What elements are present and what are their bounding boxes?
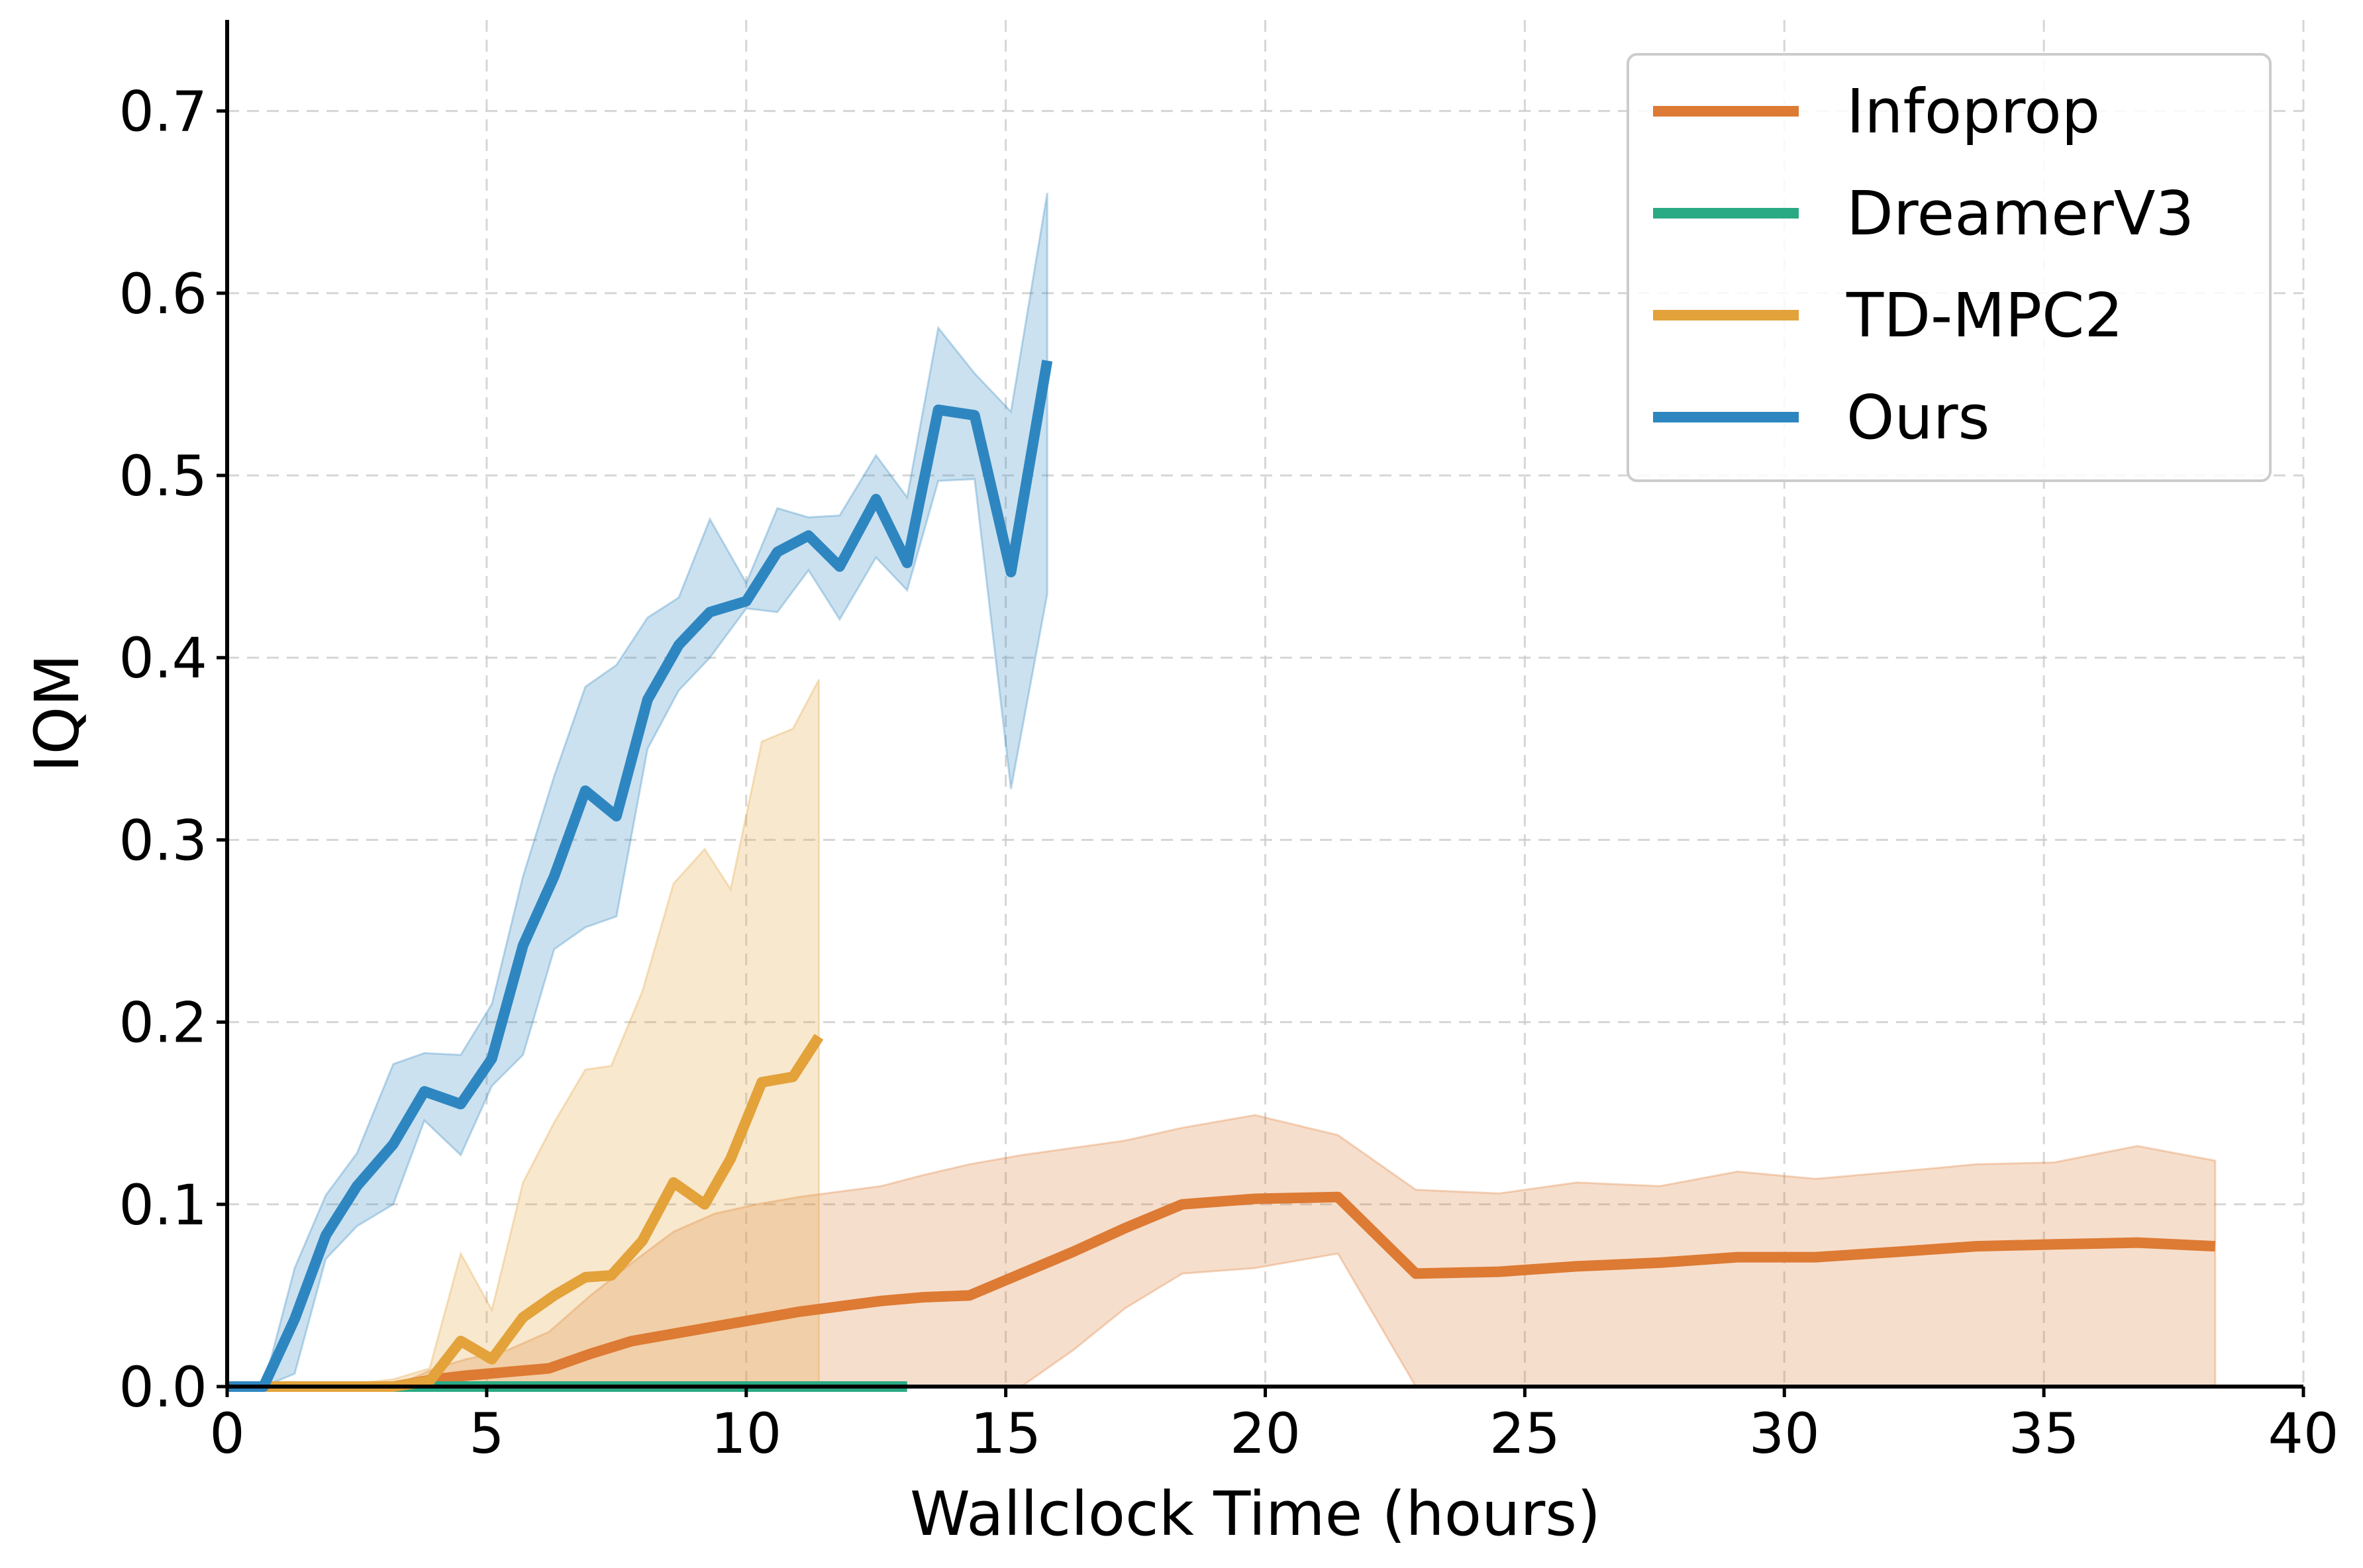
y-tick-label: 0.1 — [119, 1173, 207, 1238]
legend-label-ours: Ours — [1846, 382, 1989, 453]
x-tick-label: 15 — [970, 1401, 1041, 1466]
legend-label-dreamerv3: DreamerV3 — [1846, 178, 2194, 249]
legend: Infoprop DreamerV3 TD-MPC2 Ours — [1627, 53, 2272, 482]
legend-label-infoprop: Infoprop — [1846, 76, 2100, 147]
line-ours — [227, 360, 1053, 1392]
line-infoprop — [227, 1191, 2216, 1392]
x-tick-label: 25 — [1489, 1401, 1560, 1466]
legend-label-td-mpc2: TD-MPC2 — [1846, 280, 2123, 351]
y-tick-label: 0.4 — [119, 626, 207, 691]
y-tick-label: 0.5 — [119, 444, 207, 509]
y-axis-title: IQM — [22, 654, 93, 773]
x-tick-label: 20 — [1230, 1401, 1301, 1466]
y-tick-label: 0.7 — [119, 79, 207, 144]
x-tick-label: 0 — [209, 1401, 244, 1466]
legend-box — [1627, 53, 2272, 482]
axes: 0 5 10 15 20 25 30 35 40 0.0 0.1 0.2 0.3 0.4 0.5 0.6 0.7… — [22, 20, 2338, 1549]
x-tick-label: 30 — [1749, 1401, 1820, 1466]
y-tick-label: 0.0 — [119, 1355, 207, 1420]
y-tick-label: 0.6 — [119, 262, 207, 326]
y-tick-label: 0.3 — [119, 808, 207, 873]
x-axis-title: Wallclock Time (hours) — [910, 1479, 1601, 1549]
y-tick-label: 0.2 — [119, 991, 207, 1055]
x-tick-label: 35 — [2009, 1401, 2080, 1466]
x-tick-label: 40 — [2268, 1401, 2339, 1466]
x-tick-label: 10 — [711, 1401, 781, 1466]
x-tick-label: 5 — [469, 1401, 504, 1466]
band-ours — [227, 193, 1048, 1388]
